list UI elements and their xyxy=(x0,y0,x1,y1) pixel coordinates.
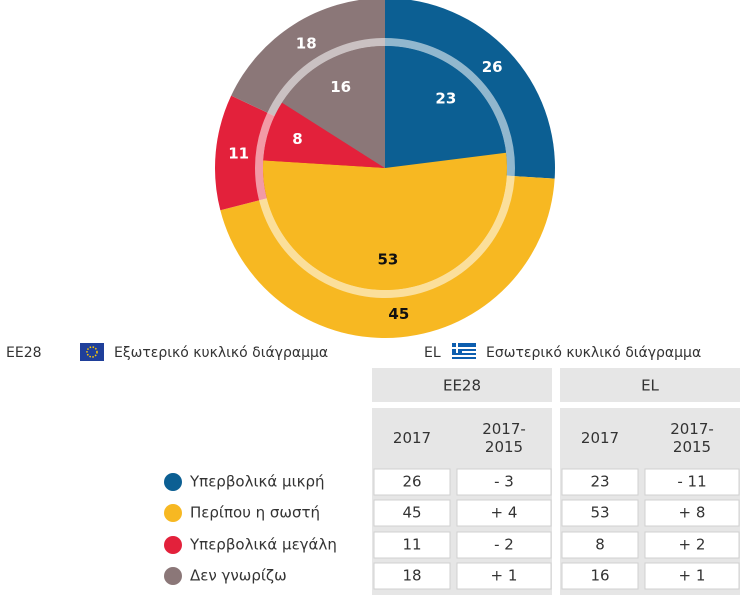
data-label: 45 xyxy=(388,305,409,323)
legend-desc: Εσωτερικό κυκλικό διάγραμμα xyxy=(486,345,701,361)
cell-bg xyxy=(456,562,552,590)
cell: + 1 xyxy=(491,567,518,585)
pie: 26 45 11 18 23 53 8 16 xyxy=(215,0,556,339)
data-label: 8 xyxy=(292,130,302,148)
cell: + 8 xyxy=(679,504,706,522)
cell-bg xyxy=(373,499,451,527)
cell-bg xyxy=(644,562,740,590)
sub-header: 2017 xyxy=(393,429,431,447)
pie-slice xyxy=(263,102,385,168)
cell-bg xyxy=(644,468,740,496)
sub-header-line: 2015 xyxy=(673,438,711,456)
cell-bg xyxy=(456,499,552,527)
cell: 23 xyxy=(590,473,609,491)
sub-header: 2017-2015 xyxy=(482,420,526,456)
cell-bg xyxy=(561,468,639,496)
cell: 16 xyxy=(590,567,609,585)
data-label: 53 xyxy=(377,250,398,268)
data-label: 23 xyxy=(435,89,456,107)
sub-header-line: 2017- xyxy=(670,420,714,438)
legend-label: EE28 xyxy=(6,345,42,361)
header-bg xyxy=(372,368,552,402)
cell-bg xyxy=(561,499,639,527)
cell-bg xyxy=(456,531,552,559)
row-label: Δεν γνωρίζω xyxy=(190,567,287,585)
sub-header-line: 2017- xyxy=(482,420,526,438)
cell-bg xyxy=(456,468,552,496)
cell: 53 xyxy=(590,504,609,522)
ring-separator xyxy=(255,38,515,298)
legend-desc: Εξωτερικό κυκλικό διάγραμμα xyxy=(114,345,328,361)
eu-stars xyxy=(86,346,98,358)
pie-slice xyxy=(385,46,507,168)
row-label: Υπερβολικά μικρή xyxy=(189,473,325,491)
legend-dot xyxy=(164,567,182,585)
sub-header: 2017-2015 xyxy=(670,420,714,456)
header-bg xyxy=(560,368,740,402)
row-label: Περίπου η σωστή xyxy=(190,504,320,522)
cell: - 2 xyxy=(494,536,514,554)
cell-bg xyxy=(644,499,740,527)
data-label: 18 xyxy=(296,34,317,52)
cell-bg xyxy=(373,468,451,496)
cell: + 4 xyxy=(491,504,518,522)
group-header: EE28 xyxy=(443,377,481,395)
pie-slice xyxy=(262,152,508,291)
sub-header-line: 2017 xyxy=(581,429,619,447)
cell: 45 xyxy=(402,504,421,522)
legend-dot xyxy=(164,536,182,554)
cell: + 1 xyxy=(679,567,706,585)
cell: 8 xyxy=(595,536,605,554)
cell: 26 xyxy=(402,473,421,491)
cell-bg xyxy=(561,531,639,559)
cell: 11 xyxy=(402,536,421,554)
cell-bg xyxy=(373,531,451,559)
data-label: 26 xyxy=(482,58,503,76)
legend-label: EL xyxy=(424,345,441,361)
data-label: 16 xyxy=(330,78,351,96)
legend-dot xyxy=(164,504,182,522)
cell: - 3 xyxy=(494,473,514,491)
sub-header: 2017 xyxy=(581,429,619,447)
legend-dot xyxy=(164,473,182,491)
cell: 18 xyxy=(402,567,421,585)
greek-flag xyxy=(452,343,476,361)
eu-flag xyxy=(80,343,104,361)
cell-bg xyxy=(561,562,639,590)
cell-bg xyxy=(373,562,451,590)
pie-slice xyxy=(281,46,385,168)
cell-bg xyxy=(644,531,740,559)
cell: - 11 xyxy=(677,473,706,491)
group-header: EL xyxy=(641,377,659,395)
row-label: Υπερβολικά μεγάλη xyxy=(189,536,337,554)
sub-header-line: 2015 xyxy=(485,438,523,456)
cell: + 2 xyxy=(679,536,706,554)
sub-header-line: 2017 xyxy=(393,429,431,447)
data-label: 11 xyxy=(228,145,249,163)
legend: EE28 Εξωτερικό κυκλικό διάγραμμα EL Εσωτ… xyxy=(6,343,701,361)
